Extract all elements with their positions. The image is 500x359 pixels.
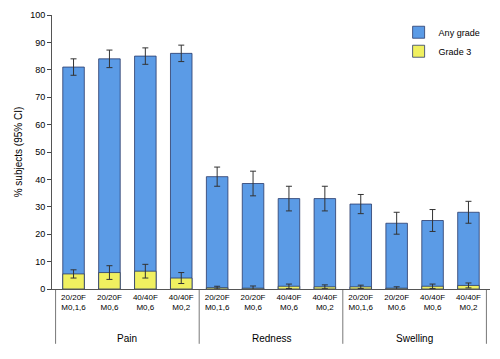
svg-text:40/40FM0,2: 40/40FM0,2 (456, 293, 481, 312)
svg-text:30: 30 (35, 202, 45, 212)
svg-text:20/20FM0,6: 20/20FM0,6 (241, 293, 266, 312)
svg-text:20/20FM0,1,6: 20/20FM0,1,6 (61, 293, 86, 312)
svg-text:40/40FM0,6: 40/40FM0,6 (133, 293, 158, 312)
svg-text:20/20FM0,6: 20/20FM0,6 (384, 293, 409, 312)
svg-text:Swelling: Swelling (396, 333, 433, 344)
svg-text:20/20FM0,6: 20/20FM0,6 (97, 293, 122, 312)
svg-text:20: 20 (35, 229, 45, 239)
svg-text:Any grade: Any grade (439, 28, 480, 38)
svg-text:10: 10 (35, 257, 45, 267)
svg-text:0: 0 (40, 284, 45, 294)
svg-text:70: 70 (35, 92, 45, 102)
svg-text:90: 90 (35, 38, 45, 48)
svg-text:40/40FM0,6: 40/40FM0,6 (276, 293, 301, 312)
svg-text:50: 50 (35, 147, 45, 157)
svg-text:Pain: Pain (117, 333, 137, 344)
svg-text:40/40FM0,2: 40/40FM0,2 (312, 293, 337, 312)
svg-text:20/20FM0,1,6: 20/20FM0,1,6 (348, 293, 373, 312)
svg-text:Grade 3: Grade 3 (439, 47, 472, 57)
svg-text:40: 40 (35, 175, 45, 185)
svg-text:Redness: Redness (252, 333, 291, 344)
svg-text:80: 80 (35, 65, 45, 75)
svg-text:20/20FM0,1,6: 20/20FM0,1,6 (205, 293, 230, 312)
svg-text:% subjects (95% CI): % subjects (95% CI) (13, 107, 24, 198)
svg-text:60: 60 (35, 120, 45, 130)
svg-text:100: 100 (30, 10, 45, 20)
svg-text:40/40FM0,6: 40/40FM0,6 (420, 293, 445, 312)
svg-text:40/40FM0,2: 40/40FM0,2 (169, 293, 194, 312)
